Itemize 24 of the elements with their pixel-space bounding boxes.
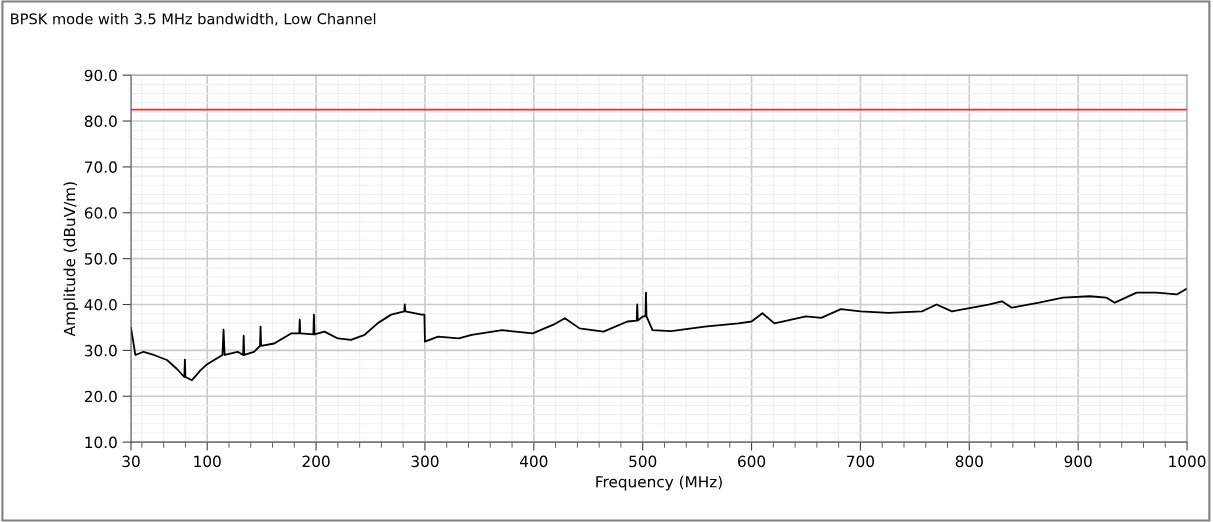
y-tick-label: 80.0 bbox=[84, 115, 117, 128]
chart-title: BPSK mode with 3.5 MHz bandwidth, Low Channel bbox=[11, 13, 376, 26]
y-tick-label: 30.0 bbox=[84, 344, 117, 357]
x-tick-label: 600 bbox=[738, 455, 766, 468]
x-tick-label: 100 bbox=[194, 455, 221, 468]
x-tick-label: 1000 bbox=[1169, 455, 1206, 468]
y-tick-label: 10.0 bbox=[85, 436, 117, 449]
y-tick-label: 90.0 bbox=[84, 69, 117, 82]
y-tick-label: 70.0 bbox=[85, 161, 117, 173]
x-axis-title: Frequency (MHz) bbox=[596, 475, 722, 491]
x-tick-label: 300 bbox=[411, 455, 439, 468]
y-tick-label: 40.0 bbox=[84, 298, 117, 311]
x-tick-label: 400 bbox=[519, 455, 548, 468]
x-tick-label: 200 bbox=[302, 455, 330, 468]
y-tick-label: 60.0 bbox=[84, 207, 117, 219]
y-tick-label: 20.0 bbox=[84, 390, 117, 403]
x-tick-label: 30 bbox=[122, 455, 140, 468]
x-tick-label: 500 bbox=[629, 455, 657, 468]
x-tick-label: 700 bbox=[847, 455, 874, 468]
x-tick-label: 800 bbox=[955, 455, 983, 468]
line-series bbox=[131, 287, 1188, 382]
x-tick-label: 900 bbox=[1064, 455, 1092, 468]
y-axis-title: Amplitude (dBuV/m) bbox=[63, 182, 79, 337]
y-tick-label: 50.0 bbox=[84, 253, 117, 265]
